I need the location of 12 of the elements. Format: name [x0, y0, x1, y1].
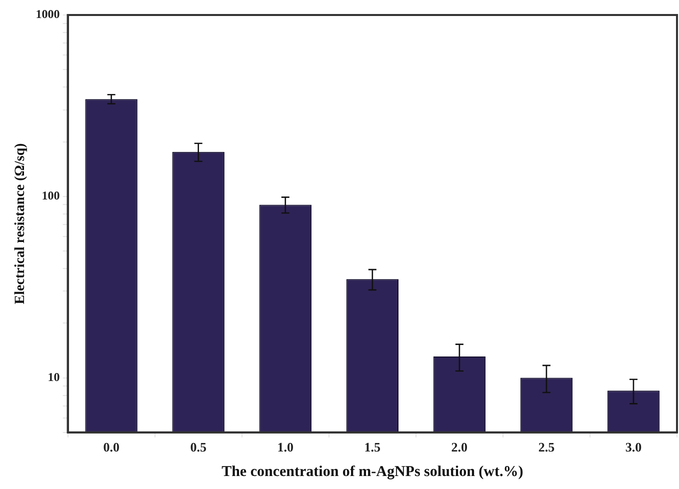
- x-tick-label: 1.5: [364, 440, 382, 455]
- x-tick-label: 0.5: [190, 440, 207, 455]
- x-axis-title: The concentration of m-AgNPs solution (wt.%): [222, 464, 524, 480]
- y-tick-label: 100: [42, 188, 60, 202]
- y-axis-title: Electrical resistance (Ω/sq): [13, 142, 28, 304]
- x-tick-label: 1.0: [277, 440, 294, 455]
- y-tick-label: 10: [48, 370, 60, 384]
- x-tick-label: 2.5: [538, 440, 556, 455]
- x-tick-label: 0.0: [103, 440, 120, 455]
- y-tick-label: 1000: [36, 7, 60, 22]
- x-tick-label: 3.0: [625, 440, 642, 455]
- x-tick-label: 2.0: [451, 440, 468, 455]
